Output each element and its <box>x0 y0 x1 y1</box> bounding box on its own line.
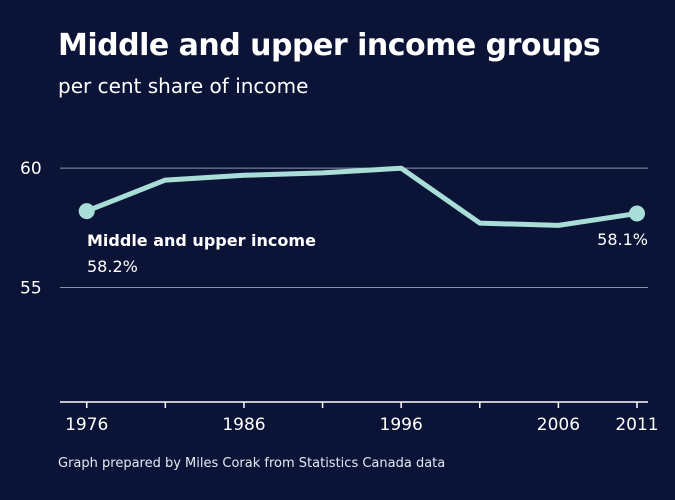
source-note: Graph prepared by Miles Corak from Stati… <box>58 456 446 471</box>
x-tick-label-2006: 2006 <box>537 415 580 435</box>
series-annotation-label: Middle and upper income <box>87 231 316 250</box>
x-tick-label-2011: 2011 <box>615 415 658 435</box>
chart-title: Middle and upper income groups <box>58 28 601 63</box>
end-value-label: 58.1% <box>597 230 648 249</box>
x-tick-label-1996: 1996 <box>380 415 423 435</box>
chart-subtitle: per cent share of income <box>58 74 309 98</box>
labels-layer: Middle and upper income 58.2% 58.1% <box>87 230 648 276</box>
x-tick-label-1976: 1976 <box>65 415 108 435</box>
y-tick-label-60: 60 <box>20 159 42 179</box>
series-layer <box>78 165 645 228</box>
y-tick-label-55: 55 <box>20 278 42 298</box>
data-point-2011 <box>628 205 645 222</box>
gridlines: 55 60 <box>20 159 648 298</box>
data-point-1976 <box>78 203 95 220</box>
start-value-label: 58.2% <box>87 257 138 276</box>
series-line <box>84 165 640 228</box>
x-tick-label-1986: 1986 <box>222 415 265 435</box>
x-axis: 1976 1986 1996 2006 2011 <box>60 401 659 435</box>
